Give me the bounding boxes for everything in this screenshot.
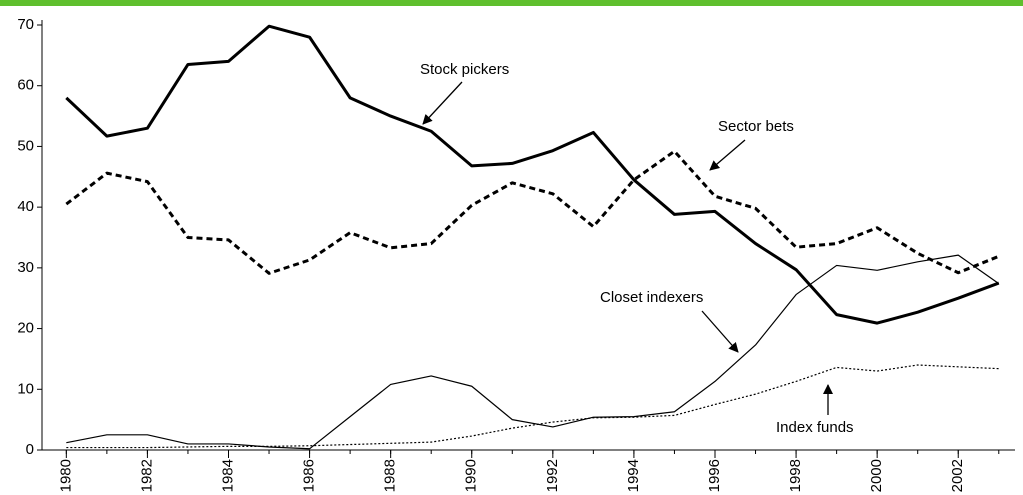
- series-line: [66, 364, 999, 449]
- x-tick-label: 1986: [301, 459, 318, 492]
- y-tick-label: 60: [17, 77, 34, 94]
- annotations: Stock pickers Sector bets Closet indexer…: [420, 61, 854, 436]
- header-bar: [0, 0, 1023, 6]
- x-tick-label: 1980: [57, 459, 74, 492]
- series-line: [65, 24, 1000, 325]
- x-tick-label: 1990: [463, 459, 480, 492]
- y-tick-label: 70: [17, 16, 34, 33]
- x-tick-label: 2002: [949, 459, 966, 492]
- annotation: Closet indexers: [600, 289, 703, 306]
- y-tick-label: 20: [17, 320, 34, 337]
- y-tick-label: 40: [17, 198, 34, 215]
- x-tick-label: 1988: [382, 459, 399, 492]
- x-tick-label: 1984: [219, 459, 236, 492]
- series-line: [66, 254, 1000, 450]
- annotation-arrow: [422, 81, 463, 125]
- annotation-arrow: [701, 310, 739, 353]
- y-tick-label: 30: [17, 259, 34, 276]
- y-tick-label: 0: [26, 441, 34, 458]
- y-tick-label: 50: [17, 137, 34, 154]
- x-tick-label: 1996: [706, 459, 723, 492]
- annotation: Sector bets: [718, 118, 794, 135]
- x-tick-label: 2000: [868, 459, 885, 492]
- annotation: Index funds: [776, 419, 854, 436]
- x-tick-label: 1982: [138, 459, 155, 492]
- annotation: Stock pickers: [420, 61, 509, 78]
- series-line: [65, 149, 1000, 275]
- annotation-arrow: [709, 139, 746, 171]
- x-tick-label: 1998: [787, 459, 804, 492]
- x-tick-label: 1994: [625, 459, 642, 492]
- x-tick-label: 1992: [544, 459, 561, 492]
- y-tick-label: 10: [17, 380, 34, 397]
